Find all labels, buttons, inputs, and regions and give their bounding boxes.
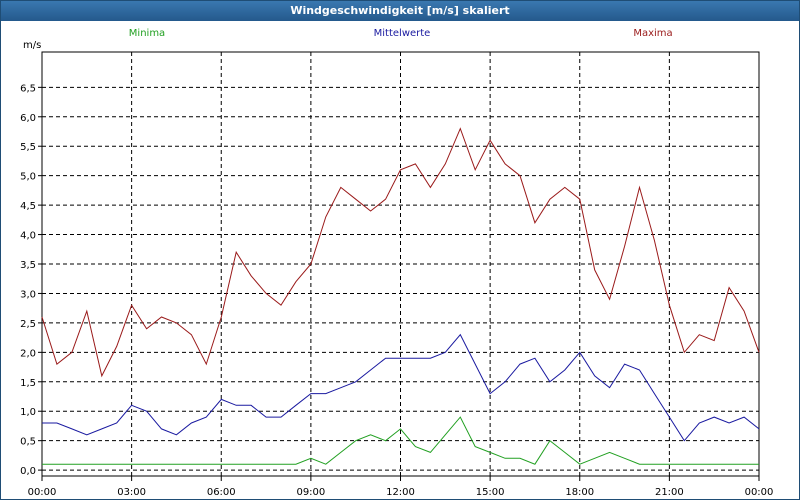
series-mittelwerte-line — [42, 333, 760, 442]
x-tick-time: 12:00 — [386, 487, 415, 498]
y-tick-label: 2,0 — [20, 348, 36, 359]
y-tick-label: 3,0 — [20, 289, 36, 300]
y-axis-label: m/s — [23, 40, 41, 51]
x-tick-time: 06:00 — [207, 487, 236, 498]
y-tick-label: 2,5 — [20, 319, 36, 330]
legend-mittelwerte: Mittelwerte — [374, 28, 431, 39]
y-tick-label: 4,0 — [20, 231, 36, 242]
legend-maxima: Maxima — [633, 28, 672, 39]
y-tick-label: 4,5 — [20, 201, 36, 212]
y-tick-label: 1,0 — [20, 407, 36, 418]
y-tick-label: 5,5 — [20, 142, 36, 153]
y-tick-label: 3,5 — [20, 260, 36, 271]
x-tick-time: 15:00 — [476, 487, 505, 498]
legend-minima: Minima — [129, 28, 165, 39]
grid-lines — [42, 52, 759, 476]
series-minima-line — [42, 416, 759, 465]
x-tick-time: 09:00 — [296, 487, 325, 498]
y-tick-label: 0,5 — [20, 437, 36, 448]
x-tick-time: 00:00 — [745, 487, 774, 498]
x-tick-time: 00:00 — [28, 487, 57, 498]
y-tick-label: 6,0 — [20, 113, 36, 124]
y-tick-label: 0,0 — [20, 466, 36, 477]
x-axis: 00:0031.01.1803:0031.01.1806:0031.01.180… — [28, 476, 774, 498]
x-tick-time: 03:00 — [117, 487, 146, 498]
y-tick-label: 5,0 — [20, 172, 36, 183]
series-lines — [41, 127, 760, 465]
y-tick-label: 1,5 — [20, 378, 36, 389]
x-tick-time: 21:00 — [655, 487, 684, 498]
y-tick-label: 6,5 — [20, 83, 36, 94]
window-title: Windgeschwindigkeit [m/s] skaliert — [1, 1, 799, 21]
series-maxima-line — [41, 127, 760, 378]
x-tick-time: 18:00 — [565, 487, 594, 498]
wind-speed-chart: 0,0 0,5 1,0 1,5 2,0 2,5 3,0 3,5 4,0 4,5 5,0 5,5 6,0 6… — [20, 28, 774, 498]
y-axis: 0,0 0,5 1,0 1,5 2,0 2,5 3,0 3,5 4,0 4,5 5,0 5,5 6,0 6… — [20, 83, 42, 477]
